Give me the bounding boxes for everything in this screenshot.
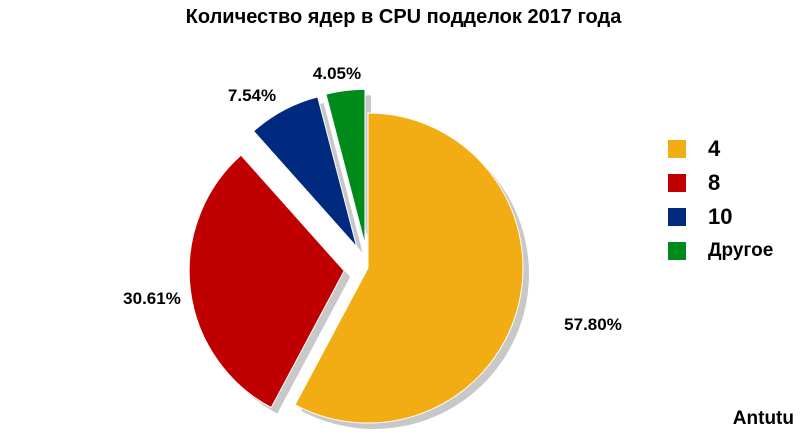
slice-label-8: 30.61%	[123, 289, 181, 308]
slice-label-4: 57.80%	[564, 315, 622, 334]
legend: 4 8 10 Другое	[668, 132, 773, 268]
chart-title: Количество ядер в CPU подделок 2017 года	[185, 6, 622, 28]
legend-item-10: 10	[668, 200, 773, 234]
slice-label-other: 4.05%	[313, 64, 361, 83]
legend-item-4: 4	[668, 132, 773, 166]
legend-swatch-8	[668, 174, 686, 192]
legend-label-4: 4	[708, 136, 721, 161]
pie-slice-4	[294, 112, 524, 424]
slice-label-10: 7.54%	[228, 86, 276, 105]
source-label: Antutu	[732, 408, 794, 429]
pie-slice-10	[252, 96, 358, 248]
pie-slice-8	[188, 154, 345, 409]
legend-swatch-10	[668, 208, 686, 226]
legend-swatch-4	[668, 140, 686, 158]
legend-swatch-other	[668, 242, 686, 260]
legend-label-8: 8	[708, 170, 721, 195]
legend-label-other: Другое	[708, 240, 774, 261]
legend-item-other: Другое	[668, 234, 773, 268]
legend-item-8: 8	[668, 166, 773, 200]
legend-label-10: 10	[708, 204, 733, 229]
pie-slice-other	[325, 88, 366, 245]
